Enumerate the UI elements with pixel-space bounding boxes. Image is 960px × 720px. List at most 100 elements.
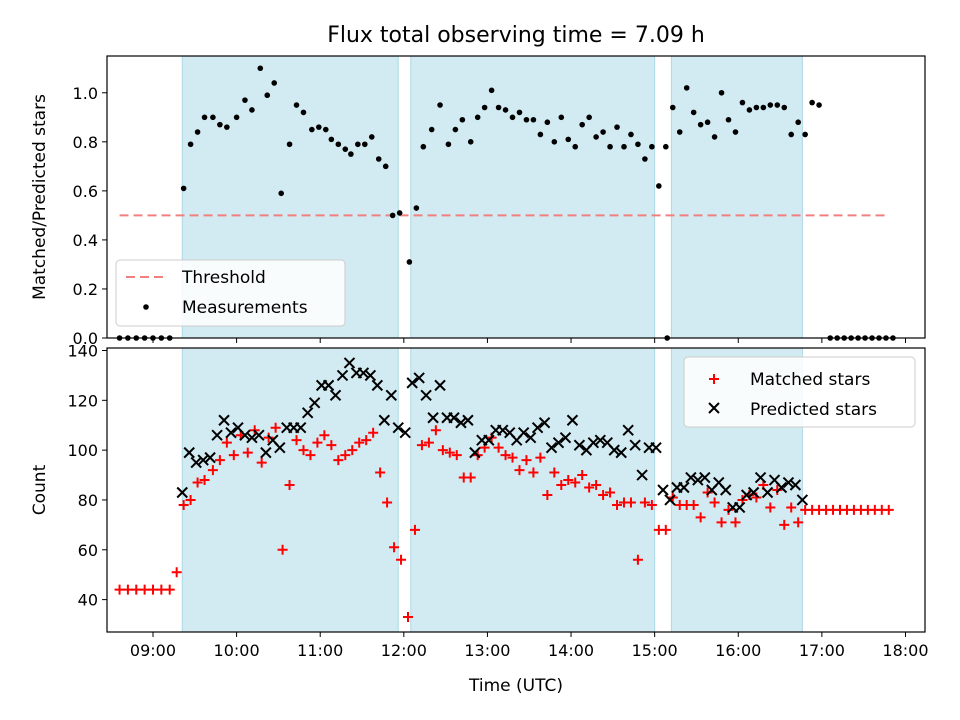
predicted-star-point — [608, 444, 620, 456]
predicted-star-point — [343, 357, 356, 369]
measurement-point — [739, 99, 746, 106]
predicted-star-point — [517, 426, 530, 439]
matched-star-point — [612, 499, 623, 510]
measurement-point — [656, 183, 662, 189]
axes-frame — [106, 347, 926, 633]
predicted-star-point — [559, 431, 572, 444]
predicted-star-point — [294, 422, 307, 434]
measurement-point — [293, 102, 300, 108]
measurement-point — [242, 97, 248, 103]
predicted-star-point — [371, 379, 384, 392]
predicted-star-point — [622, 424, 634, 436]
predicted-star-point — [308, 397, 321, 409]
predicted-star-point — [650, 441, 662, 454]
measurement-point — [348, 151, 354, 157]
measurement-point — [683, 85, 690, 91]
x-tick-label: 16:00 — [715, 641, 761, 660]
measurement-point — [420, 143, 427, 150]
predicted-star-point — [497, 424, 509, 436]
measurement-point — [437, 102, 443, 108]
predicted-star-point — [733, 501, 746, 514]
x-tick-label: 13:00 — [464, 641, 510, 660]
y-tick-label: 120 — [67, 391, 98, 410]
measurement-point — [558, 114, 565, 121]
predicted-star-point — [594, 434, 607, 446]
measurement-point — [774, 102, 781, 108]
y-tick-label: 0.6 — [73, 182, 98, 201]
predicted-star-point — [260, 446, 272, 459]
measurement-point — [767, 102, 774, 108]
matched-star-point — [347, 445, 358, 456]
measurement-point — [635, 141, 641, 148]
predicted-star-point — [357, 367, 370, 379]
matched-star-point — [660, 524, 671, 535]
matched-star-point — [591, 480, 602, 491]
measurement-point — [488, 87, 495, 94]
matched-star-point — [730, 517, 741, 528]
matched-star-point — [883, 504, 894, 515]
measurement-point — [732, 129, 739, 135]
measurement-point — [697, 121, 704, 128]
legend-matched-label: Matched stars — [750, 370, 870, 390]
matched-star-point — [493, 442, 504, 453]
predicted-star-point — [211, 429, 223, 441]
measurement-point — [593, 134, 599, 140]
matched-star-point — [535, 452, 546, 463]
measurement-point — [642, 156, 648, 162]
measurement-point — [495, 104, 502, 111]
matched-star-point — [270, 422, 281, 433]
predicted-star-point — [678, 481, 690, 494]
measurement-point — [309, 126, 315, 133]
matched-star-point — [185, 494, 196, 505]
measurement-point — [249, 107, 255, 113]
matched-star-point — [584, 482, 595, 493]
measurement-point — [669, 104, 676, 111]
measurement-point — [718, 89, 725, 96]
y-tick-label: 1.0 — [73, 84, 98, 103]
measurement-point — [322, 126, 329, 133]
matched-star-point — [298, 445, 309, 456]
matched-star-point — [451, 450, 462, 461]
measurement-point — [355, 141, 361, 148]
predicted-star-point — [413, 372, 425, 384]
matched-star-point — [625, 497, 636, 508]
measurement-point — [481, 104, 488, 111]
predicted-star-point — [253, 429, 265, 441]
predicted-star-point — [796, 494, 809, 506]
matched-star-point — [263, 432, 274, 443]
measurement-point — [362, 141, 368, 148]
matched-star-point — [368, 427, 379, 438]
matched-star-point — [772, 485, 783, 495]
predicted-star-point — [406, 377, 418, 389]
matched-star-point — [528, 467, 539, 478]
predicted-star-point — [789, 479, 802, 491]
matched-star-point — [156, 584, 167, 595]
measurement-point — [809, 99, 815, 106]
matched-star-point — [556, 480, 567, 491]
measurement-point — [452, 126, 459, 133]
matched-star-point — [199, 475, 210, 486]
y-axis-label: Count — [30, 464, 50, 515]
x-tick-label: 11:00 — [297, 641, 343, 660]
matched-star-point — [192, 477, 203, 488]
measurement-point — [257, 65, 264, 72]
x-tick-label: 10:00 — [214, 641, 260, 660]
matched-star-point — [709, 497, 720, 508]
matched-star-point — [319, 430, 330, 441]
measurement-point — [502, 107, 509, 113]
matched-star-point — [786, 502, 797, 513]
matched-star-point — [221, 437, 232, 448]
predicted-star-point — [183, 446, 195, 459]
predicted-star-point — [566, 414, 579, 426]
measurement-point — [579, 121, 585, 128]
y-axis-label: Matched/Predicted stars — [30, 94, 50, 300]
predicted-star-point — [434, 379, 446, 392]
matched-star-point — [242, 447, 253, 458]
measurement-point — [445, 141, 452, 148]
matched-star-point — [598, 489, 609, 500]
measurement-point — [649, 143, 655, 150]
bottom-panel: 09:00 10:00 11:00 12:00 13:00 14:00 15:00 16:00… — [30, 341, 929, 660]
matched-star-point — [139, 584, 150, 595]
chart-title: Flux total observing time = 7.09 h — [327, 23, 705, 48]
y-tick-label: 60 — [78, 541, 98, 560]
